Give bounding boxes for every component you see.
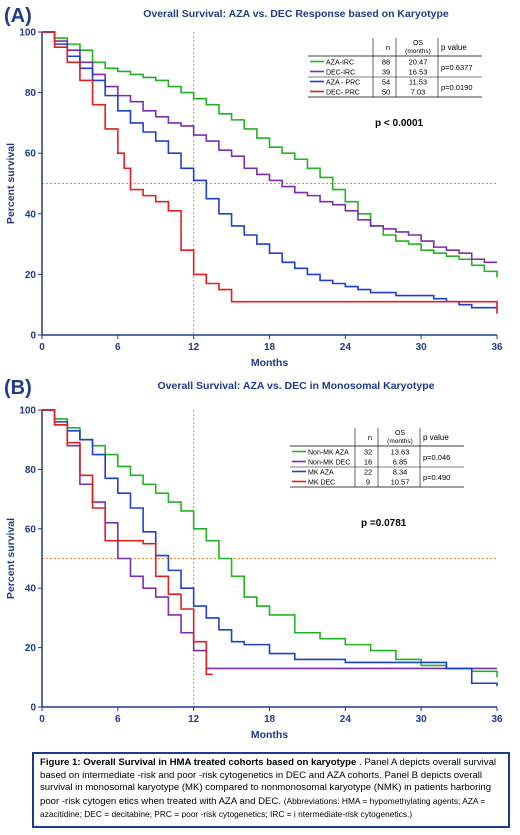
panel-a-legend-label: DEC- PRC (326, 90, 360, 97)
panel-a-annotation: p < 0.0001 (375, 118, 424, 129)
panel-b-legend-label: Non-MK DEC (308, 460, 350, 467)
panel-a-table-n: 50 (382, 88, 390, 97)
panel-b-y-tick-label: 20 (25, 643, 37, 654)
panel-b-legend-label: MK DEC (308, 480, 335, 487)
panel-b-legend-label: MK AZA (308, 470, 334, 477)
panel-a-legend-label: DEC-IRC (326, 70, 355, 77)
panel-a-x-tick-label: 36 (491, 342, 503, 353)
panel-b-table-header-os: OS (395, 430, 405, 437)
panel-b-table-os: 6.85 (393, 458, 408, 467)
panel-b-series-0-line (42, 409, 498, 678)
panel-b-table-header-os-unit: (months) (387, 438, 413, 445)
panel-b-table-os: 10.57 (391, 478, 410, 487)
panel-a-legend-label: AZA - PRC (326, 80, 360, 87)
panel-a-y-tick-label: 0 (30, 331, 36, 342)
panel-a-x-tick-label: 24 (340, 342, 352, 353)
panel-b-table-pvalue: p=0.046 (423, 453, 450, 462)
panel-a-table-header-os-unit: (months) (405, 48, 431, 55)
chart-b-svg: (B) Overall Survival: AZA vs. DEC in Mono… (4, 377, 503, 741)
panel-b-legend-label: Non-MK AZA (308, 450, 349, 457)
panel-b-table-os: 13.63 (391, 448, 410, 457)
caption-body: . Panel A depicts overall survival based… (40, 757, 497, 807)
panel-b-series-3-line (42, 409, 213, 676)
panel-a-y-axis-label: Percent survival (5, 143, 17, 224)
panel-b-x-tick-label: 0 (39, 714, 45, 725)
panel-a-table-n: 88 (382, 58, 390, 67)
chart-a-svg: (A) Overall Survival: AZA vs. DEC Respons… (4, 5, 503, 369)
panel-a-legend-label: AZA-IRC (326, 60, 354, 67)
panel-a-y-tick-label: 80 (25, 88, 37, 99)
panel-a-table-os: 16.53 (409, 68, 428, 77)
panel-b-series-1-line (42, 409, 497, 670)
panel-a-table-os: 11.53 (409, 78, 427, 87)
panel-b-table-n: 22 (364, 468, 372, 477)
panel-a-y-tick-label: 60 (25, 149, 37, 160)
panel-a-y-tick-label: 40 (25, 209, 37, 220)
panel-a-y-tick-label: 20 (25, 270, 37, 281)
panel-b-x-tick-label: 12 (188, 714, 200, 725)
panel-a-x-axis-label: Months (251, 357, 288, 369)
panel-a-y-tick-label: 100 (19, 28, 36, 39)
panel-a-series-2-line (42, 31, 497, 309)
panel-b-table-n: 9 (366, 478, 370, 487)
panel-a-table-n: 39 (382, 68, 390, 77)
panel-a-table-header-os: OS (413, 40, 423, 47)
panel-b-x-axis-label: Months (251, 729, 288, 741)
panel-b-x-tick-label: 24 (340, 714, 352, 725)
panel-b-y-tick-label: 100 (19, 406, 36, 417)
panel-b-y-tick-label: 40 (25, 584, 37, 595)
panel-a-series-1-line (42, 31, 497, 264)
panel-a-table-pvalue: p=0.0190 (441, 83, 473, 92)
panel-b-table-n: 32 (364, 448, 372, 457)
panel-a-title: Overall Survival: AZA vs. DEC Response b… (143, 8, 449, 20)
panel-b-y-tick-label: 0 (30, 703, 36, 714)
panel-b-x-tick-label: 36 (491, 714, 503, 725)
panel-a-table-header-n: n (386, 43, 390, 52)
panel-b-title: Overall Survival: AZA vs. DEC in Monosom… (158, 380, 435, 392)
panel-b-x-tick-label: 6 (115, 714, 121, 725)
panel-b-x-tick-label: 30 (416, 714, 428, 725)
panel-b: (B) Overall Survival: AZA vs. DEC in Mono… (0, 372, 520, 744)
panel-a-table-n: 54 (382, 78, 390, 87)
panel-a-series-3-line (42, 31, 498, 314)
panel-a-x-tick-label: 6 (115, 342, 121, 353)
panel-a-table-os: 20.47 (409, 58, 428, 67)
panel-b-x-tick-label: 18 (264, 714, 276, 725)
figure-caption: Figure 1: Overall Survival in HMA treate… (32, 752, 510, 828)
panel-a-table-header-pvalue: p value (441, 43, 467, 52)
caption-abbreviations: (Abbreviations: HMA = hypomethylating ag… (40, 795, 486, 820)
panel-a-x-tick-label: 18 (264, 342, 276, 353)
panel-b-table-n: 16 (364, 458, 372, 467)
panel-b-series-2-line (42, 409, 498, 687)
panel-b-table-header-pvalue: p value (423, 433, 449, 442)
panel-b-y-tick-label: 80 (25, 465, 37, 476)
panel-b-table-os: 8.34 (393, 468, 408, 477)
panel-b-table-header-n: n (368, 433, 372, 442)
panel-a-label: (A) (4, 5, 32, 27)
panel-b-label: (B) (4, 377, 32, 399)
caption-title: Overall Survival in HMA treated cohorts … (83, 757, 357, 768)
panel-b-annotation: p =0.0781 (361, 518, 407, 529)
panel-a-x-tick-label: 12 (188, 342, 200, 353)
panel-a-table-pvalue: p=0.6377 (441, 63, 473, 72)
caption-label: Figure 1: (40, 757, 81, 768)
panel-a-table-os: 7.03 (411, 88, 426, 97)
panel-b-table-pvalue: p=0.490 (423, 473, 450, 482)
panel-b-y-tick-label: 60 (25, 524, 37, 535)
panel-a-x-tick-label: 0 (39, 342, 45, 353)
panel-b-y-axis-label: Percent survival (5, 518, 17, 599)
panel-a-x-tick-label: 30 (416, 342, 428, 353)
panel-a: (A) Overall Survival: AZA vs. DEC Respons… (0, 0, 520, 372)
panel-a-series-0-line (42, 31, 498, 278)
